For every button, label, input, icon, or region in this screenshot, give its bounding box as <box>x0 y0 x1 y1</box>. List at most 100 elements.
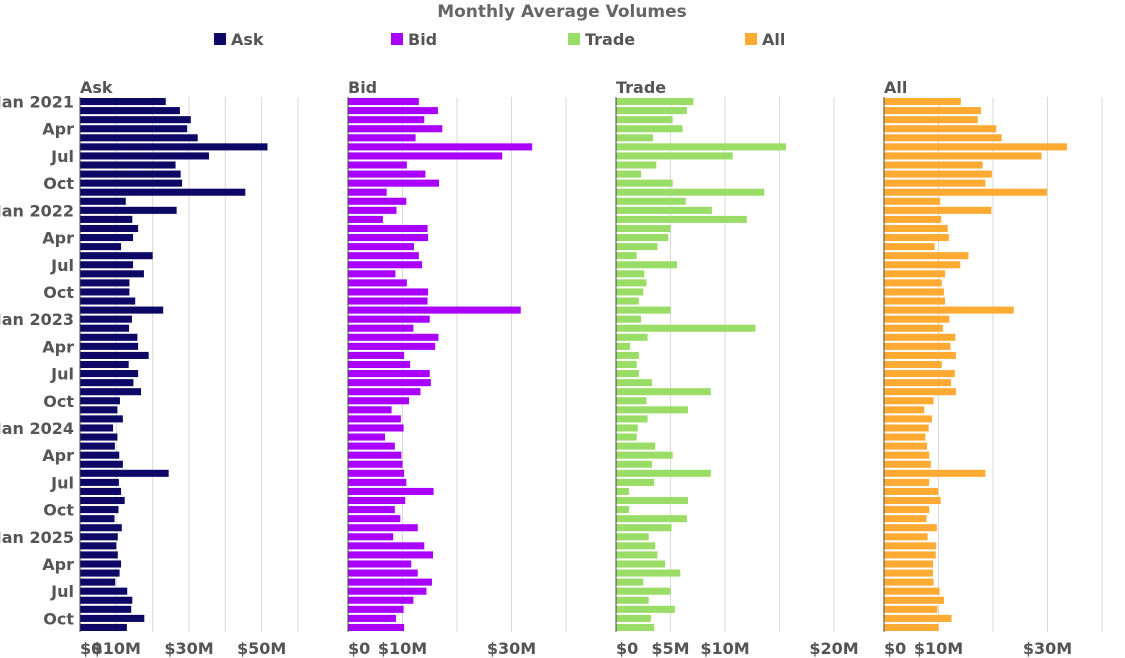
bar-trade[interactable] <box>616 270 645 278</box>
bar-all[interactable] <box>884 243 935 251</box>
bar-trade[interactable] <box>616 605 675 613</box>
bar-trade[interactable] <box>616 243 658 251</box>
bar-all[interactable] <box>884 397 934 405</box>
bar-bid[interactable] <box>348 415 401 423</box>
bar-bid[interactable] <box>348 360 411 369</box>
bar-all[interactable] <box>884 351 956 359</box>
bar-bid[interactable] <box>348 215 383 223</box>
bar-bid[interactable] <box>348 379 431 387</box>
bar-all[interactable] <box>884 415 932 423</box>
bar-trade[interactable] <box>616 342 631 350</box>
bar-trade[interactable] <box>616 143 787 151</box>
bar-trade[interactable] <box>616 125 683 133</box>
bar-bid[interactable] <box>348 533 394 541</box>
bar-bid[interactable] <box>348 270 396 278</box>
bar-bid[interactable] <box>348 351 405 359</box>
bar-all[interactable] <box>884 442 928 450</box>
bar-all[interactable] <box>884 533 928 541</box>
bar-all[interactable] <box>884 506 930 514</box>
bar-all[interactable] <box>884 333 956 341</box>
bar-trade[interactable] <box>616 397 647 405</box>
legend-item-ask[interactable]: Ask <box>214 30 264 49</box>
bar-all[interactable] <box>884 197 941 205</box>
bar-ask[interactable] <box>80 97 166 106</box>
bar-all[interactable] <box>884 551 936 559</box>
bar-bid[interactable] <box>348 261 423 269</box>
bar-ask[interactable] <box>80 451 120 459</box>
bar-all[interactable] <box>884 496 941 505</box>
bar-ask[interactable] <box>80 542 117 550</box>
bar-bid[interactable] <box>348 234 429 242</box>
bar-ask[interactable] <box>80 614 145 622</box>
bar-bid[interactable] <box>348 469 405 477</box>
bar-trade[interactable] <box>616 533 649 541</box>
bar-ask[interactable] <box>80 388 142 396</box>
bar-ask[interactable] <box>80 324 130 332</box>
bar-ask[interactable] <box>80 315 132 323</box>
bar-ask[interactable] <box>80 288 130 296</box>
bar-bid[interactable] <box>348 569 418 577</box>
bar-ask[interactable] <box>80 261 134 269</box>
bar-ask[interactable] <box>80 188 246 196</box>
bar-bid[interactable] <box>348 506 395 514</box>
bar-ask[interactable] <box>80 279 130 287</box>
bar-all[interactable] <box>884 297 946 305</box>
bar-ask[interactable] <box>80 306 164 314</box>
legend-item-all[interactable]: All <box>745 30 785 49</box>
bar-trade[interactable] <box>616 161 657 169</box>
bar-all[interactable] <box>884 379 952 387</box>
bar-ask[interactable] <box>80 360 129 369</box>
legend[interactable]: Ask Bid Trade All <box>214 30 785 49</box>
bar-ask[interactable] <box>80 170 181 178</box>
bar-bid[interactable] <box>348 206 397 214</box>
bar-ask[interactable] <box>80 460 123 468</box>
bar-bid[interactable] <box>348 596 414 604</box>
bar-bid[interactable] <box>348 442 395 450</box>
bar-trade[interactable] <box>616 496 688 505</box>
bar-bid[interactable] <box>348 134 416 142</box>
bar-all[interactable] <box>884 587 940 595</box>
bar-bid[interactable] <box>348 487 434 495</box>
bar-trade[interactable] <box>616 370 639 378</box>
bar-trade[interactable] <box>616 107 687 115</box>
bar-trade[interactable] <box>616 188 765 196</box>
bar-bid[interactable] <box>348 524 418 532</box>
bar-trade[interactable] <box>616 415 648 423</box>
legend-item-bid[interactable]: Bid <box>391 30 437 49</box>
bar-trade[interactable] <box>616 587 671 595</box>
bar-ask[interactable] <box>80 342 139 350</box>
bar-ask[interactable] <box>80 116 191 124</box>
bar-trade[interactable] <box>616 478 655 486</box>
bar-all[interactable] <box>884 125 997 133</box>
bar-all[interactable] <box>884 406 925 414</box>
bar-ask[interactable] <box>80 587 128 595</box>
bar-all[interactable] <box>884 188 1047 196</box>
bar-trade[interactable] <box>616 206 712 214</box>
bar-trade[interactable] <box>616 614 651 622</box>
bar-trade[interactable] <box>616 224 671 233</box>
bar-bid[interactable] <box>348 578 432 586</box>
bar-bid[interactable] <box>348 306 521 314</box>
bar-trade[interactable] <box>616 551 658 559</box>
bar-ask[interactable] <box>80 506 119 514</box>
bar-trade[interactable] <box>616 578 644 586</box>
bar-trade[interactable] <box>616 442 656 450</box>
bar-all[interactable] <box>884 270 946 278</box>
bar-ask[interactable] <box>80 406 118 414</box>
bar-all[interactable] <box>884 433 926 441</box>
bar-bid[interactable] <box>348 152 503 160</box>
bar-all[interactable] <box>884 542 937 550</box>
bar-all[interactable] <box>884 252 969 260</box>
bar-bid[interactable] <box>348 433 386 441</box>
bar-bid[interactable] <box>348 460 403 468</box>
bar-all[interactable] <box>884 360 942 369</box>
bar-all[interactable] <box>884 315 950 323</box>
bar-ask[interactable] <box>80 234 134 242</box>
bar-bid[interactable] <box>348 397 410 405</box>
bar-all[interactable] <box>884 161 983 169</box>
bar-all[interactable] <box>884 324 943 332</box>
bar-ask[interactable] <box>80 351 149 359</box>
bar-trade[interactable] <box>616 406 688 414</box>
bar-all[interactable] <box>884 215 942 223</box>
bar-all[interactable] <box>884 451 930 459</box>
